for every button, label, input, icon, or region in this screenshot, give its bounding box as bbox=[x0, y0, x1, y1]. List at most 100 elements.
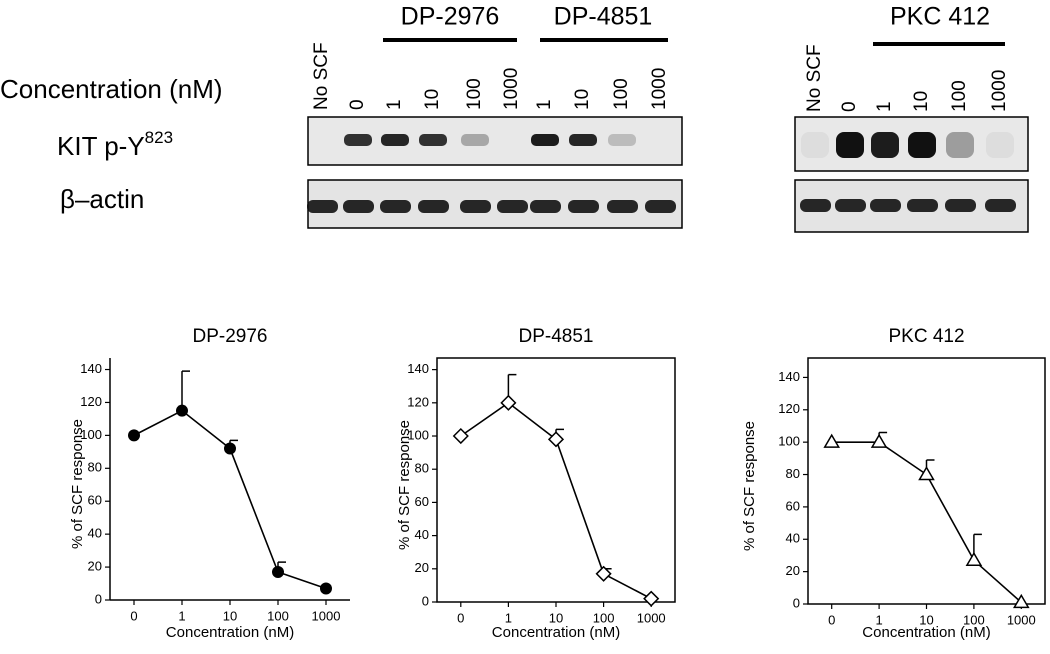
x-tick-label: 1 bbox=[875, 612, 882, 627]
y-tick-label: 40 bbox=[786, 531, 800, 546]
band bbox=[870, 199, 901, 212]
band bbox=[907, 199, 938, 212]
chart-title: PKC 412 bbox=[888, 326, 964, 347]
y-axis-label: % of SCF response bbox=[741, 421, 758, 551]
x-axis-label: Concentration (nM) bbox=[862, 624, 990, 641]
y-tick-label: 120 bbox=[778, 401, 800, 416]
x-tick-label: 100 bbox=[267, 608, 289, 623]
marker bbox=[1012, 593, 1030, 609]
plot-frame bbox=[436, 357, 676, 603]
data-line bbox=[133, 409, 327, 590]
y-tick-label: 140 bbox=[407, 361, 429, 376]
y-tick-label: 60 bbox=[88, 493, 102, 508]
lane-label: No SCF bbox=[311, 42, 332, 110]
marker bbox=[595, 565, 612, 582]
band bbox=[380, 200, 411, 213]
x-tick-label: 1 bbox=[178, 608, 185, 623]
lane-label: 0 bbox=[839, 101, 860, 112]
band bbox=[608, 134, 636, 146]
y-axis-label: % of SCF response bbox=[69, 419, 86, 549]
y-tick-label: 140 bbox=[778, 369, 800, 384]
lane-label: No SCF bbox=[804, 44, 825, 112]
band bbox=[497, 200, 528, 213]
marker bbox=[176, 404, 188, 417]
marker bbox=[870, 433, 888, 448]
plot-frame bbox=[807, 357, 1046, 605]
x-tick-label: 0 bbox=[457, 610, 464, 625]
band bbox=[986, 132, 1014, 158]
x-axis-label: Concentration (nM) bbox=[166, 624, 294, 641]
chart: DP-4851 Concentration (nM) % of SCF respon… bbox=[396, 326, 676, 641]
row-label: Concentration (nM) bbox=[0, 74, 223, 104]
marker bbox=[918, 466, 935, 481]
y-tick-label: 100 bbox=[778, 434, 800, 449]
y-tick-label: 120 bbox=[407, 394, 429, 409]
band bbox=[945, 199, 976, 212]
x-tick-label: 100 bbox=[963, 612, 985, 627]
band bbox=[531, 134, 559, 146]
band bbox=[530, 200, 561, 213]
marker bbox=[965, 551, 983, 567]
blot-header: DP-4851 bbox=[554, 3, 653, 31]
y-tick-label: 0 bbox=[422, 593, 429, 608]
band bbox=[418, 200, 449, 213]
x-tick-label: 1000 bbox=[637, 610, 666, 625]
lane-label: 10 bbox=[911, 91, 932, 112]
marker bbox=[320, 582, 332, 595]
y-tick-label: 80 bbox=[415, 461, 429, 476]
marker bbox=[128, 429, 140, 442]
band bbox=[461, 134, 489, 146]
x-tick-label: 10 bbox=[549, 610, 563, 625]
chart-title: DP-4851 bbox=[519, 326, 594, 347]
row-label: β–actin bbox=[60, 184, 144, 214]
y-axis-label: % of SCF response bbox=[396, 420, 413, 550]
band bbox=[800, 199, 831, 212]
lane-label: 10 bbox=[572, 89, 593, 110]
y-tick-label: 20 bbox=[415, 560, 429, 575]
y-tick-label: 0 bbox=[95, 591, 102, 606]
band bbox=[343, 200, 374, 213]
band bbox=[985, 199, 1016, 212]
y-tick-label: 60 bbox=[786, 498, 800, 513]
lane-label: 1 bbox=[534, 99, 555, 110]
blot-header: PKC 412 bbox=[890, 3, 990, 31]
band bbox=[801, 132, 829, 158]
y-tick-label: 120 bbox=[80, 394, 102, 409]
y-tick-label: 80 bbox=[88, 460, 102, 475]
y-tick-label: 0 bbox=[793, 595, 800, 610]
band bbox=[607, 200, 638, 213]
x-tick-label: 100 bbox=[593, 610, 615, 625]
x-tick-label: 1000 bbox=[312, 608, 341, 623]
band bbox=[419, 134, 447, 146]
band bbox=[381, 134, 409, 146]
lane-label: 1000 bbox=[649, 68, 670, 110]
blot-header: DP-2976 bbox=[401, 3, 500, 31]
y-tick-label: 80 bbox=[786, 466, 800, 481]
lane-label: 1 bbox=[384, 99, 405, 110]
lane-label: 0 bbox=[347, 99, 368, 110]
marker bbox=[224, 442, 236, 455]
row-label: KIT p-Y823 bbox=[57, 128, 173, 160]
y-tick-label: 20 bbox=[786, 563, 800, 578]
chart: DP-2976 Concentration (nM) % of SCF respon… bbox=[69, 326, 350, 641]
row-label-text: KIT p-Y bbox=[57, 131, 145, 161]
band bbox=[645, 200, 676, 213]
error-bar bbox=[181, 370, 190, 411]
band bbox=[835, 199, 866, 212]
row-label-sup: 823 bbox=[145, 128, 173, 147]
band bbox=[569, 134, 597, 146]
band bbox=[344, 134, 372, 146]
x-tick-label: 1000 bbox=[1007, 612, 1036, 627]
x-tick-label: 10 bbox=[223, 608, 237, 623]
marker bbox=[823, 433, 841, 448]
marker bbox=[452, 427, 469, 445]
marker bbox=[643, 590, 660, 607]
lane-label: 1000 bbox=[501, 68, 522, 110]
y-tick-label: 40 bbox=[415, 527, 429, 542]
y-tick-label: 100 bbox=[80, 427, 102, 442]
band bbox=[871, 132, 899, 158]
band bbox=[836, 132, 864, 158]
chart-title: DP-2976 bbox=[193, 326, 268, 347]
y-tick-label: 140 bbox=[80, 361, 102, 376]
